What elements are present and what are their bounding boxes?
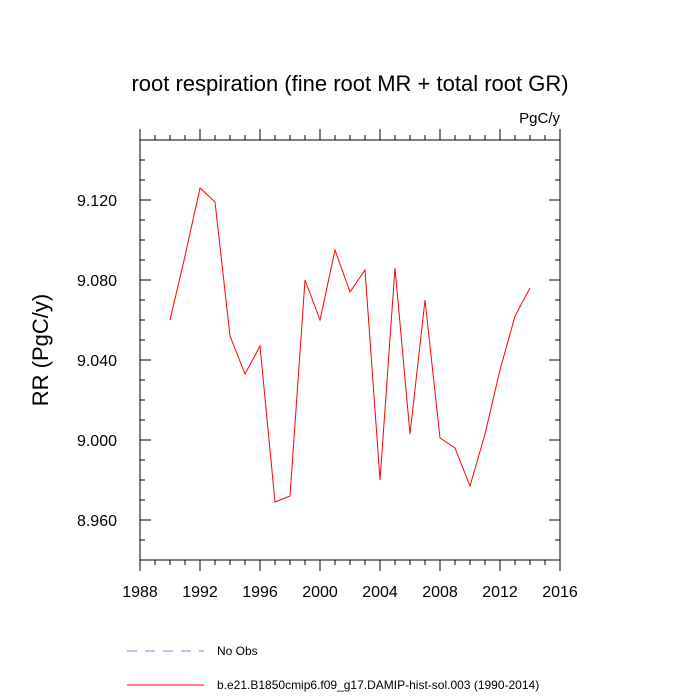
legend-label-1: No Obs [217, 644, 258, 658]
x-tick-label: 2016 [542, 584, 578, 601]
y-tick-label: 8.960 [77, 513, 117, 530]
legend: No Obs b.e21.B1850cmip6.f09_g17.DAMIP-his… [127, 644, 539, 692]
plot-lines [169, 187, 531, 503]
x-tick-label: 2000 [302, 584, 338, 601]
units-label: PgC/y [519, 110, 560, 127]
x-tick-label: 2012 [482, 584, 518, 601]
x-tick-label: 1992 [182, 584, 218, 601]
series-line-0 [169, 187, 531, 503]
y-tick-label: 9.120 [77, 193, 117, 210]
y-tick-label: 9.000 [77, 433, 117, 450]
y-axis-label: RR (PgC/y) [28, 294, 53, 406]
chart-title: root respiration (fine root MR + total r… [131, 71, 568, 96]
y-tick-label: 9.080 [77, 273, 117, 290]
x-tick-label: 1996 [242, 584, 278, 601]
axes: 1988 1992 1996 2000 2004 2008 2012 2016 8.960 9.0… [77, 129, 578, 601]
x-tick-label: 2004 [362, 584, 398, 601]
y-tick-label: 9.040 [77, 353, 117, 370]
x-tick-label: 1988 [122, 584, 158, 601]
x-tick-label: 2008 [422, 584, 458, 601]
plot-frame [139, 139, 561, 561]
legend-label-0: b.e21.B1850cmip6.f09_g17.DAMIP-hist-sol.… [217, 678, 539, 692]
